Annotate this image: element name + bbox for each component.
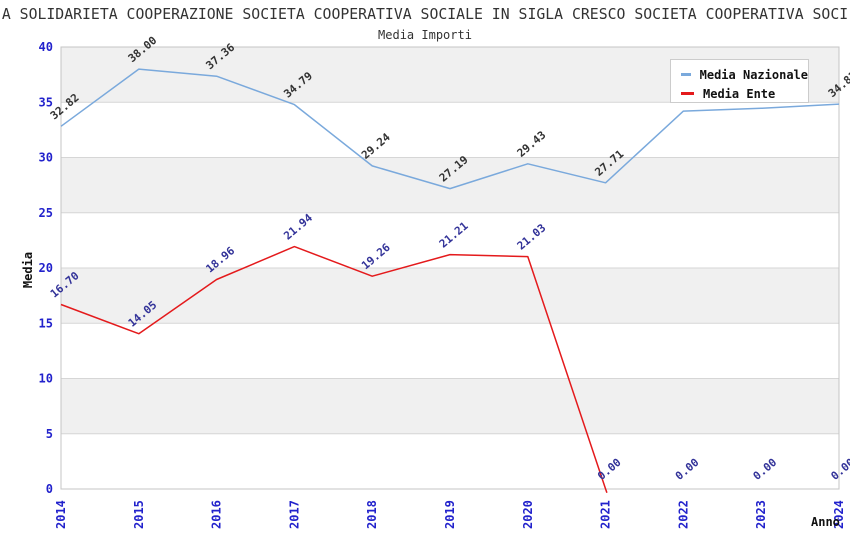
chart-title: A SOLIDARIETA COOPERAZIONE SOCIETA COOPE…: [1, 6, 849, 23]
x-tick-label: 2019: [443, 500, 457, 529]
x-tick-label: 2024: [832, 500, 846, 529]
legend-line-icon: [681, 73, 691, 76]
y-tick-label: 40: [39, 40, 53, 54]
y-tick-label: 0: [46, 482, 53, 496]
plot-band: [61, 378, 839, 434]
x-tick-label: 2017: [287, 500, 301, 529]
series-line-media-ente: [60, 245, 608, 494]
y-tick-label: 10: [39, 372, 53, 386]
legend-label: Media Nazionale: [699, 67, 808, 82]
y-tick-label: 20: [39, 261, 53, 275]
data-point-label: 21.21: [437, 219, 471, 250]
y-tick-label: 5: [46, 427, 53, 441]
x-tick-label: 2020: [521, 500, 535, 529]
data-point-label: 0.00: [595, 456, 624, 483]
x-tick-label: 2016: [210, 500, 224, 529]
plot-band: [61, 268, 839, 324]
x-tick-label: 2015: [132, 500, 146, 529]
y-tick-label: 15: [39, 316, 53, 330]
x-tick-label: 2021: [599, 500, 613, 529]
x-tick-label: 2014: [54, 500, 68, 529]
data-point-label: 19.26: [359, 241, 393, 272]
y-axis-title: Media: [21, 251, 35, 289]
data-point-label: 21.03: [515, 221, 549, 252]
series-line-media-nazionale: [60, 68, 840, 190]
x-tick-label: 2018: [365, 500, 379, 529]
data-point-label: 0.00: [673, 456, 702, 483]
data-point-label: 0.00: [751, 456, 780, 483]
y-tick-label: 25: [39, 206, 53, 220]
legend-label: Media Ente: [703, 86, 776, 101]
legend: Media Nazionale Media Ente: [670, 59, 809, 103]
chart-subtitle: Media Importi: [378, 28, 472, 42]
legend-line-icon: [681, 92, 694, 95]
plot-band: [61, 157, 839, 213]
x-tick-label: 2023: [754, 500, 768, 529]
x-tick-label: 2022: [676, 500, 690, 529]
y-tick-label: 35: [39, 95, 53, 109]
x-axis-title: Anno: [811, 515, 840, 529]
legend-item-media-nazionale: Media Nazionale: [681, 65, 808, 84]
y-tick-label: 30: [39, 151, 53, 165]
data-point-label: 29.43: [515, 128, 549, 159]
plot-border: [60, 46, 840, 490]
data-point-label: 21.94: [281, 211, 315, 242]
legend-item-media-ente: Media Ente: [681, 84, 808, 103]
